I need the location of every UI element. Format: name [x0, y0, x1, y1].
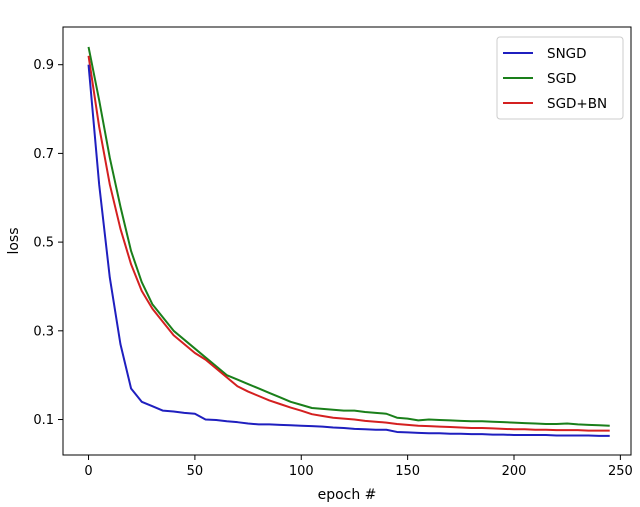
x-tick-label: 100 [289, 464, 314, 479]
y-tick-label: 0.3 [33, 324, 54, 339]
x-tick-label: 250 [608, 464, 633, 479]
x-axis-label: epoch # [318, 487, 377, 503]
y-tick-label: 0.1 [33, 413, 54, 428]
legend-box [496, 36, 624, 120]
legend: SNGD SGD SGD+BN [496, 36, 624, 120]
x-tick-label: 200 [502, 464, 527, 479]
x-axis-ticks: 0 50 100 150 200 250 [84, 455, 633, 479]
legend-label-sngd: SNGD [547, 46, 587, 62]
legend-label-sgd-bn: SGD+BN [547, 96, 607, 112]
plot-frame [62, 26, 632, 456]
y-tick-label: 0.5 [33, 236, 54, 251]
y-axis-ticks: 0.1 0.3 0.5 0.7 0.9 [33, 58, 63, 428]
y-tick-label: 0.9 [33, 58, 54, 73]
series-lines [87, 46, 610, 437]
y-axis-label: loss [6, 227, 22, 254]
series-line-sgd-bn [87, 55, 610, 432]
series-line-sgd [87, 46, 610, 427]
x-tick-label: 50 [187, 464, 204, 479]
y-tick-label: 0.7 [33, 147, 54, 162]
x-tick-label: 150 [395, 464, 420, 479]
series-line-sngd [87, 64, 610, 437]
x-tick-label: 0 [84, 464, 92, 479]
legend-label-sgd: SGD [547, 71, 576, 87]
